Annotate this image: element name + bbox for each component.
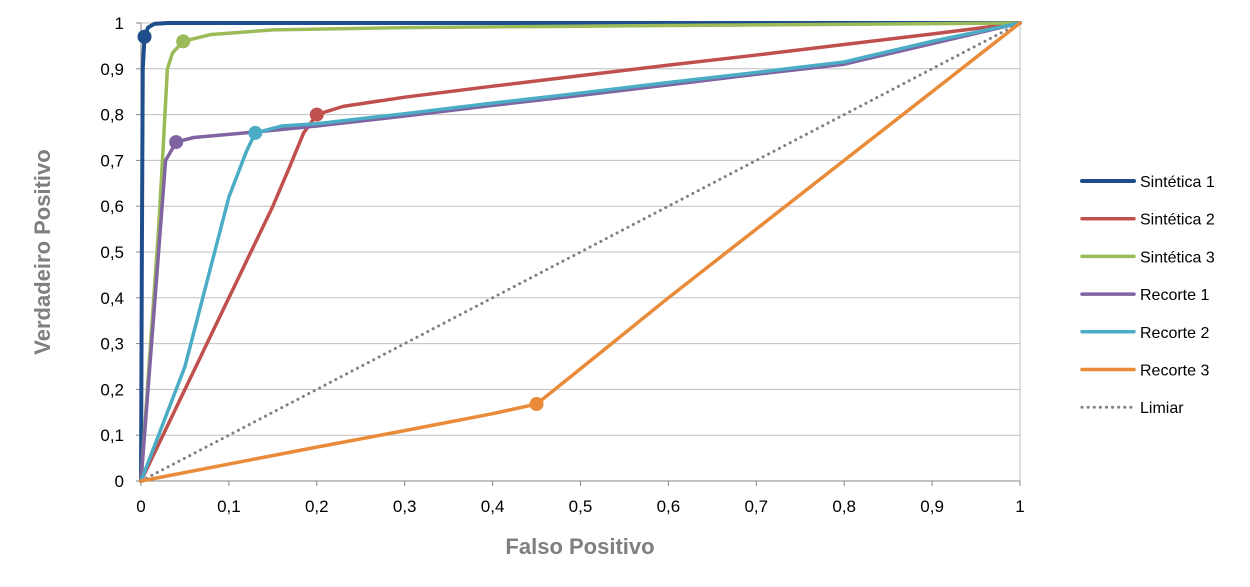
y-tick-label: 0,8 (100, 106, 124, 125)
x-tick-label: 0,1 (217, 497, 241, 516)
x-tick-label: 0,7 (744, 497, 768, 516)
series-line-recorte-2 (139, 21, 1022, 483)
y-tick-label: 0,3 (100, 335, 124, 354)
marker-recorte-3 (529, 397, 544, 412)
legend-label-limiar: Limiar (1140, 400, 1184, 417)
legend-label-recorte-2: Recorte 2 (1140, 325, 1209, 342)
y-tick-label: 0,9 (100, 60, 124, 79)
legend-label-recorte-1: Recorte 1 (1140, 287, 1209, 304)
x-tick-label: 0,4 (481, 497, 505, 516)
y-tick-label: 0,2 (100, 380, 124, 399)
x-tick-label: 0,8 (832, 497, 856, 516)
series-line-limiar (139, 21, 1022, 483)
gridlines (141, 22, 1020, 436)
y-tick-labels: 0 0,1 0,2 0,3 0,4 0,5 0,6 0,7 0,8 0,9 1 (100, 14, 141, 491)
marker-sintetica-1 (137, 29, 152, 44)
y-tick-label: 0,4 (100, 289, 124, 308)
legend-label-recorte-3: Recorte 3 (1140, 363, 1209, 380)
series-lines (139, 21, 1022, 483)
series-line-sintetica-2 (139, 21, 1022, 483)
marker-sintetica-3 (176, 34, 191, 49)
x-tick-label: 0,3 (393, 497, 417, 516)
x-axis-title: Falso Positivo (505, 534, 654, 559)
legend-label-sintetica-2: Sintética 2 (1140, 212, 1215, 229)
x-tick-label: 1 (1015, 497, 1024, 516)
x-tick-label: 0 (136, 497, 145, 516)
y-tick-label: 0 (115, 472, 124, 491)
y-tick-label: 0,1 (100, 426, 124, 445)
y-tick-label: 0,7 (100, 151, 124, 170)
marker-sintetica-2 (309, 107, 324, 122)
x-tick-labels: 0 0,1 0,2 0,3 0,4 0,5 0,6 0,7 0,8 0,9 1 (136, 481, 1025, 516)
x-tick-label: 0,6 (657, 497, 681, 516)
marker-recorte-1 (169, 135, 184, 150)
y-tick-label: 0,6 (100, 197, 124, 216)
legend-label-sintetica-3: Sintética 3 (1140, 249, 1215, 266)
y-tick-label: 0,5 (100, 243, 124, 262)
series-line-recorte-1 (139, 21, 1022, 483)
x-tick-label: 0,9 (920, 497, 944, 516)
x-tick-label: 0,2 (305, 497, 329, 516)
series-markers (137, 29, 544, 412)
series-line-recorte-3 (139, 21, 1022, 483)
x-tick-label: 0,5 (569, 497, 593, 516)
legend: Sintética 1 Sintética 2 Sintética 3 Recorte… (1080, 174, 1215, 417)
y-axis-title: Verdadeiro Positivo (30, 149, 55, 354)
legend-label-sintetica-1: Sintética 1 (1140, 174, 1215, 191)
y-tick-label: 1 (115, 14, 124, 33)
marker-recorte-2 (248, 125, 263, 140)
